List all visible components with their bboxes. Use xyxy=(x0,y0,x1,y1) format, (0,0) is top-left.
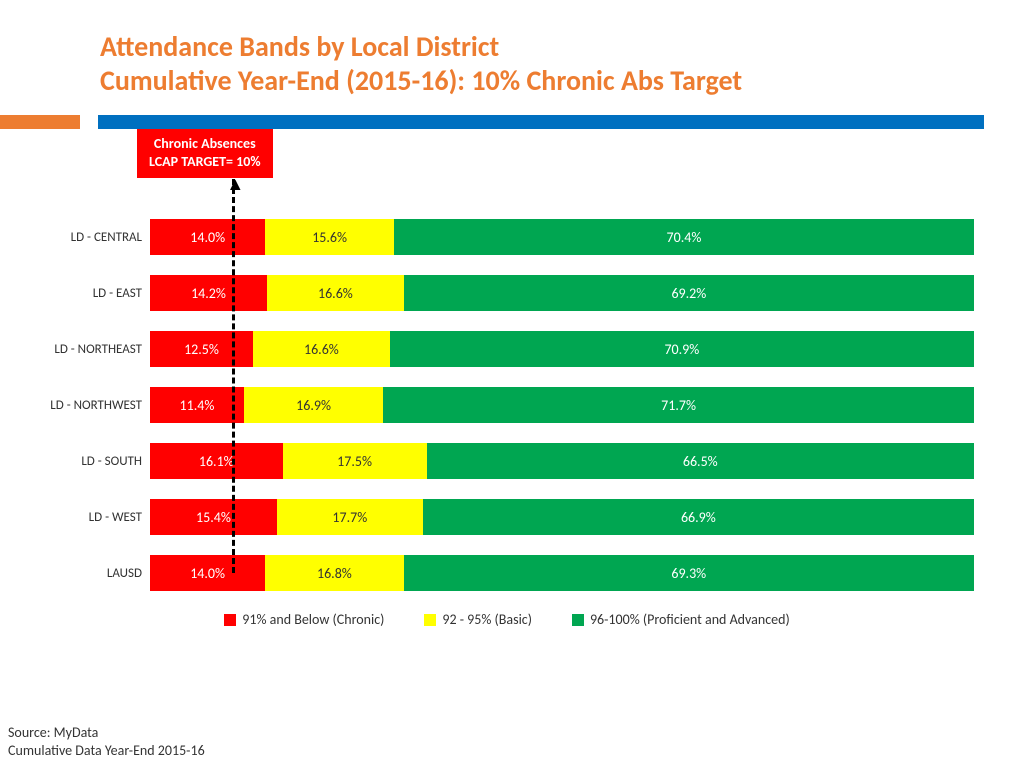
segment-yellow: 16.8% xyxy=(265,555,403,591)
segment-green: 66.9% xyxy=(423,499,974,535)
stacked-bar: 14.2%16.6%69.2% xyxy=(150,275,974,311)
legend-green: 96-100% (Proficient and Advanced) xyxy=(572,611,790,628)
legend-yellow: 92 - 95% (Basic) xyxy=(424,611,532,628)
segment-red: 14.2% xyxy=(150,275,267,311)
target-arrow-icon: ▲ xyxy=(226,173,244,195)
stacked-bars: LD - CENTRAL14.0%15.6%70.4%LD - EAST14.2… xyxy=(40,219,974,591)
segment-green: 69.2% xyxy=(404,275,974,311)
row-label: LD - EAST xyxy=(40,286,150,301)
segment-yellow: 16.6% xyxy=(267,275,404,311)
legend-red: 91% and Below (Chronic) xyxy=(224,611,384,628)
row-label: LD - NORTHEAST xyxy=(40,342,150,357)
row-label: LD - NORTHWEST xyxy=(40,398,150,413)
segment-red: 12.5% xyxy=(150,331,253,367)
legend-red-label: 91% and Below (Chronic) xyxy=(242,611,384,628)
row-label: LD - WEST xyxy=(40,510,150,525)
bar-row: LD - EAST14.2%16.6%69.2% xyxy=(40,275,974,311)
title-line2: Cumulative Year-End (2015-16): 10% Chron… xyxy=(100,63,742,98)
source-line1: Source: MyData xyxy=(8,724,205,742)
segment-green: 70.9% xyxy=(390,331,974,367)
segment-yellow: 17.7% xyxy=(277,499,423,535)
bar-row: LD - WEST15.4%17.7%66.9% xyxy=(40,499,974,535)
bar-row: LD - NORTHEAST12.5%16.6%70.9% xyxy=(40,331,974,367)
stacked-bar: 11.4%16.9%71.7% xyxy=(150,387,974,423)
chart-title: Attendance Bands by Local District Cumul… xyxy=(0,0,1024,107)
segment-yellow: 17.5% xyxy=(283,443,427,479)
callout-line2: LCAP TARGET= 10% xyxy=(149,153,261,171)
swatch-green xyxy=(572,614,584,626)
legend-yellow-label: 92 - 95% (Basic) xyxy=(442,611,532,628)
row-label: LD - SOUTH xyxy=(40,454,150,469)
legend: 91% and Below (Chronic) 92 - 95% (Basic)… xyxy=(40,611,974,628)
row-label: LD - CENTRAL xyxy=(40,230,150,245)
target-callout: Chronic Absences LCAP TARGET= 10% xyxy=(137,129,273,177)
row-label: LAUSD xyxy=(40,566,150,581)
stacked-bar: 12.5%16.6%70.9% xyxy=(150,331,974,367)
stacked-bar: 14.0%15.6%70.4% xyxy=(150,219,974,255)
segment-red: 16.1% xyxy=(150,443,283,479)
segment-yellow: 16.9% xyxy=(244,387,383,423)
segment-red: 14.0% xyxy=(150,555,265,591)
segment-red: 15.4% xyxy=(150,499,277,535)
segment-red: 14.0% xyxy=(150,219,265,255)
segment-green: 69.3% xyxy=(404,555,974,591)
chart-area: Chronic Absences LCAP TARGET= 10% ▲ LD -… xyxy=(0,129,1024,628)
bar-row: LAUSD14.0%16.8%69.3% xyxy=(40,555,974,591)
segment-green: 71.7% xyxy=(383,387,974,423)
source-line2: Cumulative Data Year-End 2015-16 xyxy=(8,742,205,760)
callout-line1: Chronic Absences xyxy=(149,135,261,153)
divider-bar xyxy=(0,115,984,129)
legend-green-label: 96-100% (Proficient and Advanced) xyxy=(590,611,790,628)
divider-orange xyxy=(0,115,80,129)
swatch-yellow xyxy=(424,614,436,626)
target-line xyxy=(232,179,235,573)
title-line1: Attendance Bands by Local District xyxy=(100,29,499,64)
segment-green: 66.5% xyxy=(427,443,974,479)
bar-row: LD - SOUTH16.1%17.5%66.5% xyxy=(40,443,974,479)
stacked-bar: 14.0%16.8%69.3% xyxy=(150,555,974,591)
segment-yellow: 16.6% xyxy=(253,331,390,367)
segment-red: 11.4% xyxy=(150,387,244,423)
divider-blue xyxy=(98,115,984,129)
stacked-bar: 15.4%17.7%66.9% xyxy=(150,499,974,535)
source-note: Source: MyData Cumulative Data Year-End … xyxy=(8,724,205,760)
stacked-bar: 16.1%17.5%66.5% xyxy=(150,443,974,479)
bar-row: LD - NORTHWEST11.4%16.9%71.7% xyxy=(40,387,974,423)
bar-row: LD - CENTRAL14.0%15.6%70.4% xyxy=(40,219,974,255)
swatch-red xyxy=(224,614,236,626)
segment-yellow: 15.6% xyxy=(265,219,394,255)
segment-green: 70.4% xyxy=(394,219,974,255)
